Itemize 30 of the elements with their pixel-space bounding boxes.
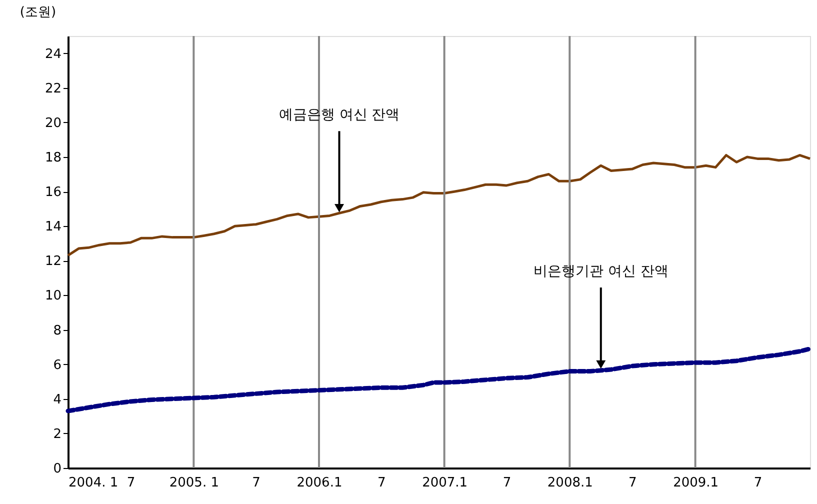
line-series bbox=[66, 346, 812, 414]
x-tick-label: 2007.1 bbox=[422, 476, 468, 490]
x-tick-label: 2006.1 bbox=[296, 476, 342, 490]
x-tick-label: 2004. 1 bbox=[68, 476, 118, 490]
y-tick-label: 4 bbox=[53, 392, 62, 408]
y-tick-label: 0 bbox=[53, 462, 62, 476]
y-tick-label: 20 bbox=[44, 116, 62, 131]
x-tick-label: 7 bbox=[754, 476, 762, 490]
y-tick-label: 8 bbox=[53, 323, 62, 338]
x-tick-label: 7 bbox=[252, 476, 260, 490]
annotation: 비은행기관 여신 잔액 bbox=[533, 264, 668, 280]
x-tick-label: 2005. 1 bbox=[169, 476, 219, 490]
x-tick-label: 7 bbox=[126, 476, 136, 490]
y-tick-label: 10 bbox=[44, 288, 62, 304]
x-tick-label: 2009.1 bbox=[673, 476, 719, 490]
x-tick-label: 7 bbox=[502, 476, 512, 490]
y-tick-label: 12 bbox=[44, 254, 62, 270]
y-tick-label: 14 bbox=[44, 220, 62, 235]
y-tick-label: 24 bbox=[44, 46, 62, 62]
y-axis-title: (조원) bbox=[20, 5, 56, 20]
y-tick-label: 6 bbox=[53, 358, 62, 373]
annotation: 예금은행 여신 잔액 bbox=[278, 107, 400, 124]
line-series bbox=[66, 154, 812, 257]
y-tick-label: 2 bbox=[53, 426, 62, 442]
x-tick-label: 7 bbox=[378, 476, 386, 490]
y-tick-label: 18 bbox=[44, 150, 62, 166]
y-tick-label: 22 bbox=[44, 81, 62, 96]
x-tick-label: 7 bbox=[628, 476, 637, 490]
x-tick-label: 2008.1 bbox=[547, 476, 593, 490]
y-tick-label: 16 bbox=[44, 185, 62, 200]
